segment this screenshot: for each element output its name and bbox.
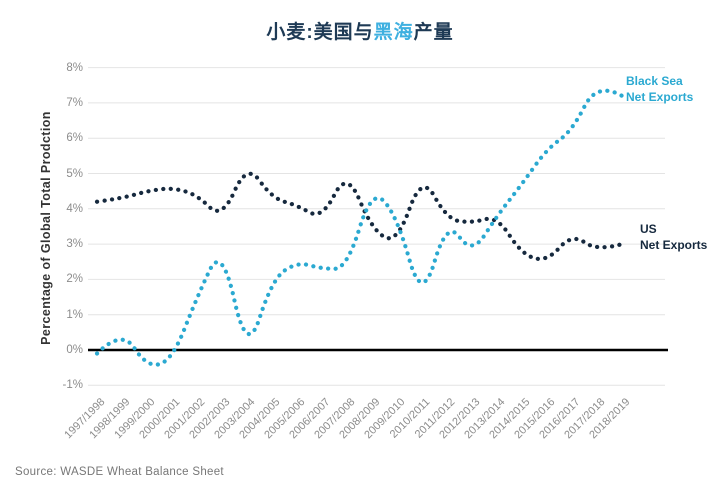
chart-title-highlight: 黑海 [373, 22, 414, 43]
legend-us-line2: Net Exports [640, 237, 708, 252]
gridlines [88, 67, 668, 386]
legend-black-sea-line1: Black Sea [626, 74, 683, 88]
y-axis-tick-label: 6% [66, 132, 83, 145]
y-axis-tick-label: 4% [66, 202, 83, 215]
chart-title: 小麦:美国与黑海产量 [0, 17, 720, 44]
y-axis-tick-label: 1% [66, 308, 83, 321]
y-axis-tick-label: 5% [66, 167, 83, 180]
y-axis-tick-label: 0% [66, 344, 83, 356]
y-axis-title: Percentage of Global Total Prodction [39, 111, 53, 345]
legend-us: US Net Exports [640, 222, 707, 253]
y-axis-tick-label: 7% [66, 96, 83, 109]
series-layer [94, 88, 625, 367]
y-axis-tick-label: -1% [62, 379, 83, 392]
legend-black-sea-line2: Net Exports [626, 89, 694, 104]
chart-title-prefix: 小麦:美国与 [266, 22, 374, 43]
series-us-net-exports [94, 171, 625, 261]
source-note: Source: WASDE Wheat Balance Sheet [15, 466, 224, 478]
series-black-sea-net-exports [94, 88, 625, 367]
chart-title-suffix: 产量 [413, 22, 454, 43]
y-axis-tick-label: 3% [66, 238, 83, 251]
y-axis-tick-label: 2% [66, 273, 83, 286]
y-axis-tick-label: 8% [66, 61, 83, 74]
legend-us-line1: US [640, 222, 657, 236]
legend-black-sea: Black Sea Net Exports [626, 74, 693, 105]
